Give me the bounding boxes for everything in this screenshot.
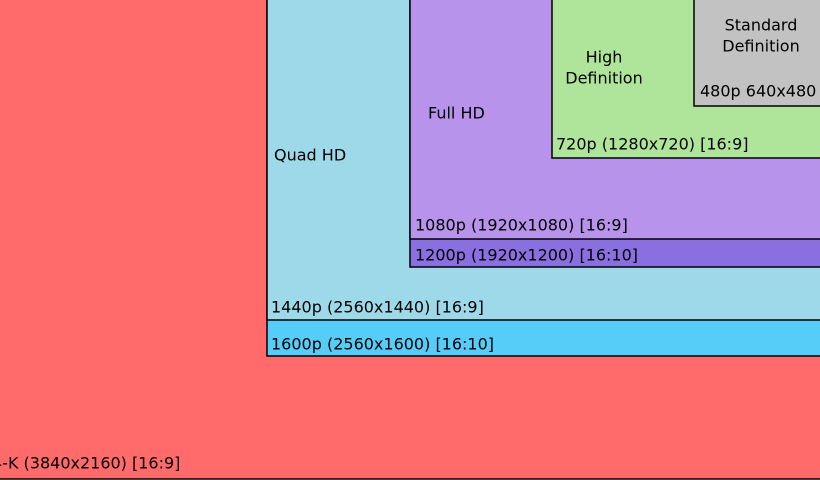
format-name: Definition <box>722 37 799 56</box>
format-name: Full HD <box>428 104 485 123</box>
resolution-label: 1200p (1920x1200) [16:10] <box>415 246 638 265</box>
resolution-label: 1600p (2560x1600) [16:10] <box>271 335 494 354</box>
resolution-label: 1080p (1920x1080) [16:9] <box>415 216 628 235</box>
format-name: Standard <box>725 16 798 35</box>
format-name: Definition <box>565 69 642 88</box>
resolution-label: 720p (1280x720) [16:9] <box>556 135 749 154</box>
format-name: High <box>586 48 623 67</box>
format-name: Quad HD <box>274 146 346 165</box>
area-480p <box>693 0 820 107</box>
resolution-label: 1440p (2560x1440) [16:9] <box>271 298 484 317</box>
resolution-label: 4-K (3840x2160) [16:9] <box>0 454 180 473</box>
resolution-label: 480p 640x480 <box>700 82 816 101</box>
